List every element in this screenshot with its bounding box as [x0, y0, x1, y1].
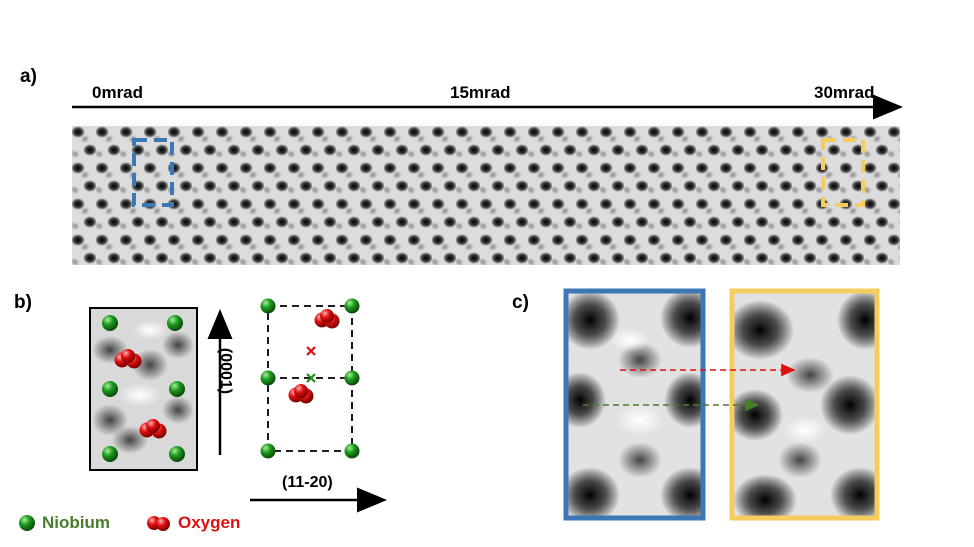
niobium-atom	[260, 298, 276, 314]
zoom-frame-yellow	[729, 288, 880, 521]
niobium-atom	[167, 315, 183, 331]
niobium-atom	[260, 370, 276, 386]
legend-niobium-icon	[19, 515, 35, 531]
hrtem-strip	[72, 126, 900, 265]
red-cross-marker	[306, 346, 316, 356]
niobium-atom	[169, 381, 185, 397]
tilt-end-label: 30mrad	[814, 83, 875, 102]
oxygen-atom	[121, 349, 135, 363]
tilt-mid-label: 15mrad	[450, 83, 511, 102]
roi-box-blue	[132, 138, 174, 207]
niobium-atom	[344, 443, 360, 459]
legend-oxygen-label: Oxygen	[178, 513, 241, 532]
unit-cell	[260, 298, 360, 459]
niobium-atom	[169, 446, 185, 462]
panel-label-b: b)	[14, 292, 32, 313]
axis-0001-label: (0001)	[217, 347, 234, 395]
zoom-image-yellow	[729, 288, 880, 521]
niobium-atom	[102, 381, 118, 397]
legend-niobium-label: Niobium	[42, 513, 110, 532]
axis-1120-label: (11-20)	[282, 474, 333, 491]
oxygen-atom	[146, 419, 160, 433]
green-cross-marker	[306, 373, 316, 383]
niobium-atom	[260, 443, 276, 459]
tilt-start-label: 0mrad	[92, 83, 144, 102]
oxygen-atom	[294, 384, 308, 398]
panel-label-c: c)	[512, 292, 529, 313]
niobium-atom	[102, 315, 118, 331]
panel-label-a: a)	[20, 66, 37, 87]
legend-oxygen-icon	[156, 517, 170, 531]
niobium-atom	[344, 370, 360, 386]
niobium-atom	[102, 446, 118, 462]
niobium-atom	[344, 298, 360, 314]
roi-box-yellow	[821, 138, 865, 207]
simulated-image	[89, 307, 198, 471]
oxygen-atom	[320, 309, 334, 323]
